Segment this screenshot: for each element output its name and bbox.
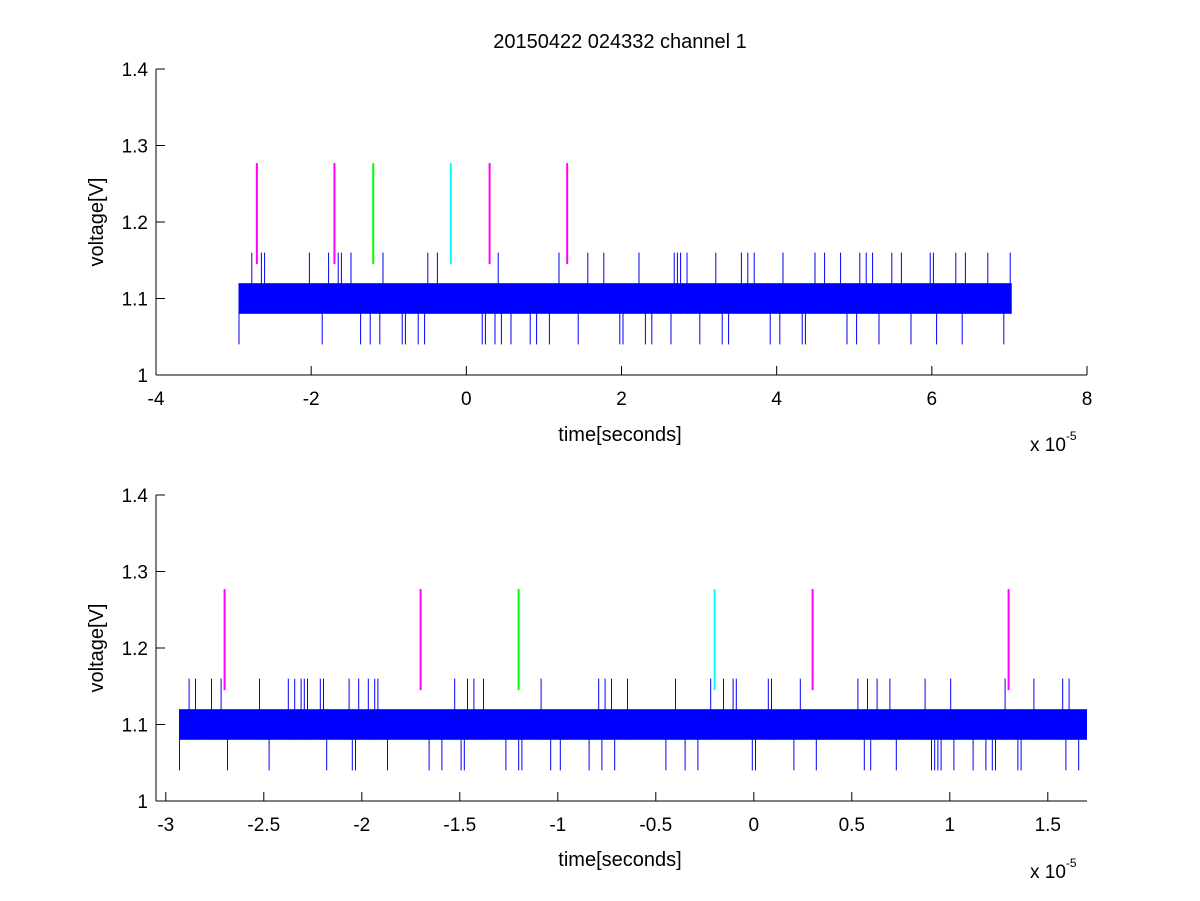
signal-band xyxy=(239,283,1012,314)
x-tick-label: 4 xyxy=(771,389,782,410)
axes-frame-top xyxy=(155,69,1087,376)
x-tick-label: 8 xyxy=(1082,389,1093,410)
y-tick-label: 1.1 xyxy=(122,290,148,311)
axes-frame-bottom xyxy=(155,495,1087,802)
y-tick-label: 1.2 xyxy=(122,213,148,234)
x-exponent-base-top: x 10 xyxy=(1030,435,1066,456)
y-tick-label: 1 xyxy=(137,366,148,387)
x-exponent-base-bottom: x 10 xyxy=(1030,862,1066,883)
tick-labels-top: -4 -2 0 2 4 6 8 1 1.1 1.2 1.3 1.4 xyxy=(122,60,1093,410)
x-tick-label: 1 xyxy=(945,815,956,836)
x-tick-label: -4 xyxy=(148,389,165,410)
y-tick-label: 1.3 xyxy=(122,137,148,158)
x-tick-label: 0.5 xyxy=(839,815,865,836)
y-tick-label: 1.2 xyxy=(122,639,148,660)
x-exponent-power-top: -5 xyxy=(1066,429,1077,443)
x-tick-label: 0 xyxy=(461,389,472,410)
y-tick-label: 1.1 xyxy=(122,716,148,737)
y-axis-label-bottom: voltage[V] xyxy=(86,604,108,693)
x-axis-label-bottom: time[seconds] xyxy=(558,849,681,871)
x-axis-label-top: time[seconds] xyxy=(558,424,681,446)
x-tick-label: 2 xyxy=(616,389,627,410)
subplot-bottom: -3 -2.5 -2 -1.5 -1 -0.5 0 0.5 1 1.511.11.21.31.4 … xyxy=(86,486,1087,883)
x-tick-label: 6 xyxy=(927,389,938,410)
subplot-top: -4 -2 0 2 4 6 8 1 1.1 1.2 1.3 1.4 time[seconds] vol… xyxy=(86,60,1092,456)
x-tick-label: -2 xyxy=(303,389,320,410)
x-tick-label: 0 xyxy=(749,815,760,836)
x-tick-label: -1.5 xyxy=(443,815,476,836)
x-tick-label: -2 xyxy=(353,815,370,836)
tick-labels-bottom: -3 -2.5 -2 -1.5 -1 -0.5 0 0.5 1 1.5 1 1.1 1.2 1.3 1.4 xyxy=(122,486,1061,836)
x-exponent-top: x 10-5 xyxy=(1030,429,1077,456)
y-axis-label-top: voltage[V] xyxy=(86,178,108,267)
signal-trace-bottom xyxy=(179,678,1087,771)
x-tick-label: -3 xyxy=(157,815,174,836)
x-tick-label: -0.5 xyxy=(639,815,672,836)
x-tick-label: -1 xyxy=(549,815,566,836)
x-tick-label: -2.5 xyxy=(247,815,280,836)
y-tick-label: 1 xyxy=(137,792,148,813)
x-exponent-bottom: x 10-5 xyxy=(1030,856,1077,883)
event-markers-top xyxy=(255,163,569,265)
y-tick-label: 1.3 xyxy=(122,563,148,584)
signal-band xyxy=(179,709,1087,740)
y-tick-label: 1.4 xyxy=(122,60,149,81)
event-markers-bottom xyxy=(223,589,1010,691)
signal-trace-top xyxy=(238,252,1012,345)
x-tick-label: 1.5 xyxy=(1035,815,1061,836)
y-tick-label: 1.4 xyxy=(122,486,149,507)
x-exponent-power-bottom: -5 xyxy=(1066,856,1077,870)
chart-title: 20150422 024332 channel 1 xyxy=(493,31,747,53)
